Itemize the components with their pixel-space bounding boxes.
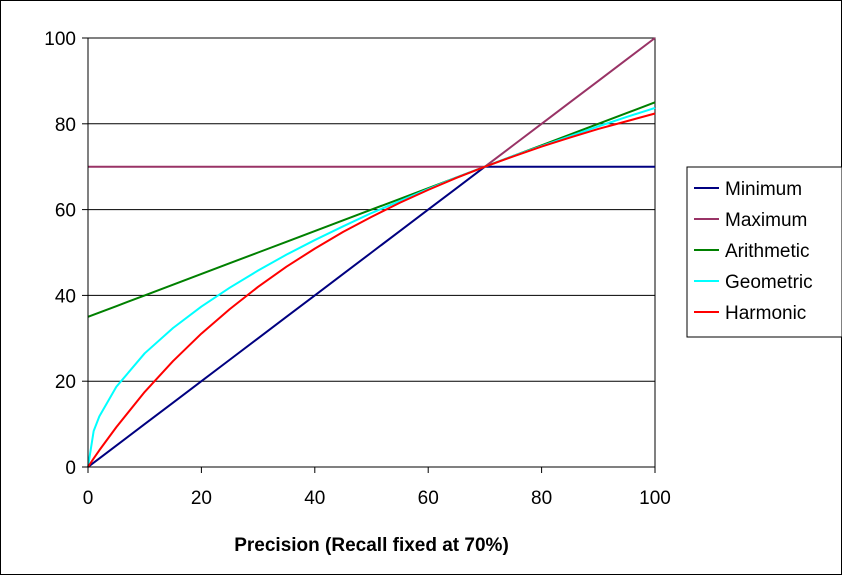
legend-label-harmonic: Harmonic — [725, 303, 806, 324]
legend-label-maximum: Maximum — [725, 210, 807, 231]
series-line-minimum — [87, 165, 655, 468]
y-tick-label-100: 100 — [44, 29, 76, 50]
legend-box — [686, 166, 842, 338]
series-line-harmonic — [87, 112, 656, 468]
x-tick-label-60: 60 — [418, 488, 439, 509]
axes: 0 20 40 60 80 100 0 20 40 60 80 100 — [44, 29, 671, 509]
x-tick-label-40: 40 — [304, 488, 325, 509]
legend: Minimum Maximum Arithmetic Geometric Harmoni… — [686, 166, 842, 338]
x-tick-label-100: 100 — [639, 488, 671, 509]
x-axis-title: Precision (Recall fixed at 70%) — [234, 535, 509, 556]
y-tick-label-20: 20 — [55, 372, 76, 393]
series-line-arithmetic — [87, 101, 656, 318]
legend-label-geometric: Geometric — [725, 272, 813, 293]
legend-label-arithmetic: Arithmetic — [725, 241, 809, 262]
y-tick-label-40: 40 — [55, 286, 76, 307]
x-tick-label-80: 80 — [531, 488, 552, 509]
x-tick-label-20: 20 — [191, 488, 212, 509]
series-lines — [87, 37, 656, 468]
legend-label-minimum: Minimum — [725, 179, 802, 200]
x-tick-label-0: 0 — [83, 488, 94, 509]
y-tick-label-80: 80 — [55, 115, 76, 136]
series-line-maximum — [88, 37, 656, 168]
y-tick-label-60: 60 — [55, 201, 76, 222]
y-tick-label-0: 0 — [65, 458, 76, 479]
